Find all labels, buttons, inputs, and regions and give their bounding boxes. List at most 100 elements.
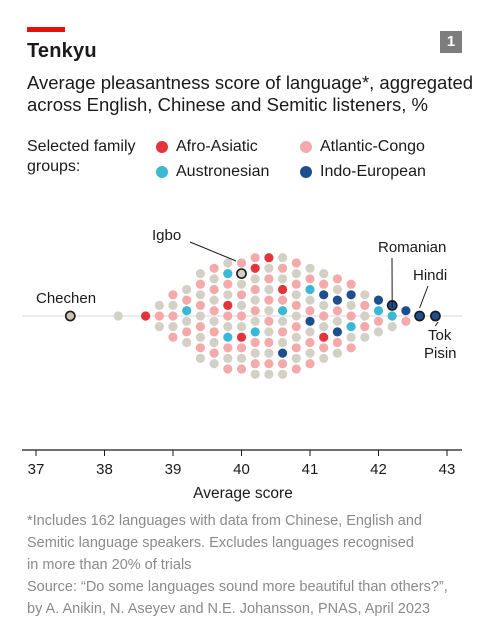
legend-label: Selected family groups: <box>27 137 157 177</box>
language-dot <box>264 337 274 348</box>
language-dot <box>195 332 205 342</box>
language-dot <box>278 253 288 263</box>
language-dot <box>195 279 205 289</box>
language-dot <box>223 332 233 342</box>
language-dot <box>168 290 178 300</box>
language-dot <box>360 300 370 310</box>
language-dot <box>305 359 315 369</box>
language-dot <box>236 364 247 374</box>
language-dot <box>346 332 356 342</box>
language-dot <box>236 300 247 310</box>
language-dot <box>264 284 274 295</box>
footnote-line-1: *Includes 162 languages with data from C… <box>27 513 422 529</box>
igbo-leader-line <box>189 241 237 262</box>
language-dot <box>291 322 301 332</box>
language-dot <box>346 300 356 310</box>
language-dot <box>305 316 315 326</box>
language-dot <box>236 322 247 332</box>
language-dot <box>236 279 247 289</box>
language-dot <box>387 311 397 321</box>
language-dot <box>195 322 205 332</box>
language-dot <box>168 311 178 321</box>
language-dot <box>223 279 233 289</box>
language-dot <box>264 253 274 263</box>
language-dot <box>305 337 315 348</box>
language-dot <box>319 353 329 363</box>
language-dot <box>264 327 274 337</box>
language-dot <box>195 290 205 300</box>
language-dot <box>360 290 370 300</box>
language-dot <box>154 311 164 321</box>
language-dot <box>319 269 329 279</box>
language-dot <box>360 311 370 321</box>
language-dot <box>264 274 274 284</box>
language-dot <box>319 322 329 332</box>
language-dot <box>250 295 260 305</box>
language-dot <box>278 284 288 295</box>
language-dot <box>223 311 233 321</box>
x-tick-label: 38 <box>96 461 113 478</box>
x-tick-label: 42 <box>370 461 387 478</box>
subtitle-line-1: Average pleasantness score of language*,… <box>27 72 474 93</box>
legend-text-austronesian: Austronesian <box>176 163 270 180</box>
language-dot <box>319 311 329 321</box>
language-dot <box>373 316 384 326</box>
language-dot <box>250 263 260 273</box>
language-dot <box>360 332 370 342</box>
highlighted-language-dot <box>414 310 425 322</box>
legend-text-indo-european: Indo-European <box>320 163 426 180</box>
language-dot <box>223 258 233 268</box>
source-line-2: by A. Anikin, N. Aseyev and N.E. Johanss… <box>27 601 431 617</box>
language-dot <box>195 343 205 353</box>
language-dot <box>291 332 301 342</box>
footnote-line-3: in more than 20% of trials <box>27 557 192 573</box>
hindi-leader-line <box>419 285 429 309</box>
annotation-label-1: Chechen <box>36 290 96 307</box>
language-dot <box>305 306 315 316</box>
language-dot <box>209 263 219 273</box>
language-dot <box>209 274 219 284</box>
language-dot <box>168 322 178 332</box>
language-dot <box>250 253 260 263</box>
language-dot <box>373 327 384 337</box>
language-dot <box>346 343 356 353</box>
language-dot <box>264 263 274 273</box>
language-dot <box>401 316 411 326</box>
language-dot <box>141 311 151 321</box>
language-dot <box>305 327 315 337</box>
source-line-1: Source: “Do some languages sound more be… <box>27 579 448 595</box>
language-dot <box>182 306 192 316</box>
language-dot <box>223 343 233 353</box>
legend-swatch-atlantic-congo <box>300 141 312 153</box>
annotation-label-2: Igbo <box>152 227 181 244</box>
language-dot <box>332 316 342 326</box>
language-dot <box>250 369 260 379</box>
footnote-line-2: Semitic language speakers. Excludes lang… <box>27 535 414 551</box>
language-dot <box>236 332 247 342</box>
language-dot <box>278 306 288 316</box>
language-dot <box>209 295 219 305</box>
language-dot <box>209 316 219 326</box>
language-dot <box>305 284 315 295</box>
subtitle-line-2: across English, Chinese and Semitic list… <box>27 94 429 115</box>
language-dot <box>250 274 260 284</box>
language-dot <box>291 364 301 374</box>
highlighted-language-dot <box>64 310 76 322</box>
language-dot <box>236 290 247 300</box>
language-dot <box>305 295 315 305</box>
language-dot <box>305 348 315 358</box>
language-dot <box>209 348 219 358</box>
language-dot <box>182 284 192 295</box>
language-dot <box>154 322 164 332</box>
language-dot <box>250 359 260 369</box>
language-dot <box>113 311 123 321</box>
language-dot <box>278 263 288 273</box>
language-dot <box>291 279 301 289</box>
language-dot <box>264 348 274 358</box>
legend-swatch-afro-asiatic <box>156 141 168 153</box>
language-dot <box>250 327 260 337</box>
language-dot <box>250 316 260 326</box>
language-dot <box>264 295 274 305</box>
language-dot <box>332 327 342 337</box>
language-dot <box>223 269 233 279</box>
